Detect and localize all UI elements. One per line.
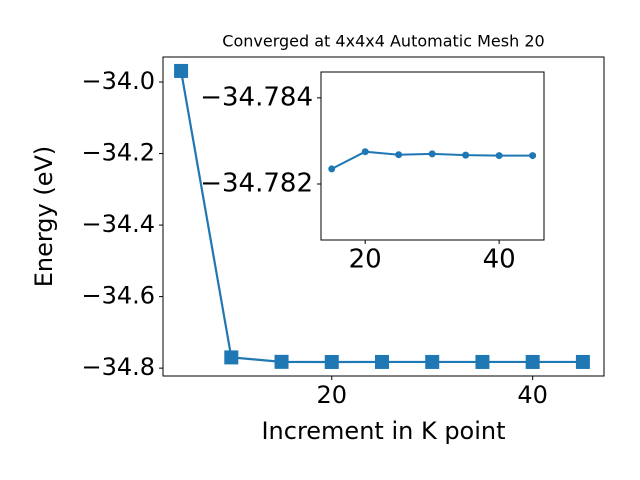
marker — [575, 354, 590, 369]
y-tick-label: −34.784 — [200, 82, 313, 112]
marker — [525, 354, 540, 369]
y-axis-label: Energy (eV) — [30, 146, 58, 288]
marker — [224, 350, 239, 365]
marker — [395, 151, 403, 159]
y-tick-label: −34.8 — [81, 353, 155, 381]
x-tick-label: 40 — [483, 245, 516, 275]
x-axis-label: Increment in K point — [261, 417, 505, 445]
chart-title: Converged at 4x4x4 Automatic Mesh 20 — [222, 32, 544, 51]
marker — [361, 148, 369, 156]
marker — [462, 151, 470, 159]
marker — [174, 63, 189, 78]
marker — [475, 354, 490, 369]
marker — [529, 152, 537, 160]
y-tick-label: −34.0 — [81, 67, 155, 95]
marker — [274, 354, 289, 369]
x-tick-label: 20 — [349, 245, 382, 275]
marker — [324, 354, 339, 369]
y-tick-label: −34.2 — [81, 139, 155, 167]
y-tick-label: −34.4 — [81, 210, 155, 238]
marker — [328, 165, 336, 173]
y-tick-label: −34.782 — [200, 169, 313, 199]
marker — [425, 354, 440, 369]
marker — [428, 150, 436, 158]
x-tick-label: 40 — [517, 381, 548, 409]
x-tick-label: 20 — [316, 381, 347, 409]
marker — [374, 354, 389, 369]
marker — [495, 152, 503, 160]
y-tick-label: −34.6 — [81, 282, 155, 310]
